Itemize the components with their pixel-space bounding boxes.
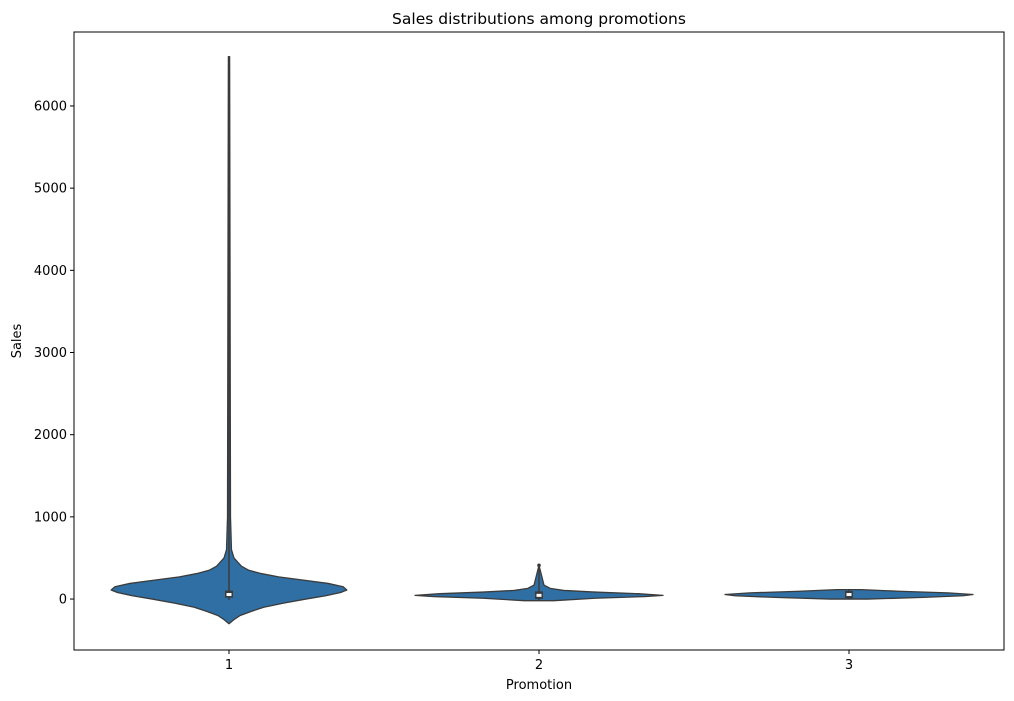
y-axis: 0 1000 2000 3000 4000 5000 6000 [34, 99, 74, 608]
violin-tip-2 [537, 563, 541, 568]
plot-area [110, 56, 974, 625]
x-axis-label: Promotion [506, 678, 572, 693]
y-axis-label: Sales [10, 323, 25, 358]
y-tick-label: 0 [59, 593, 67, 608]
y-tick-label: 3000 [34, 346, 67, 361]
y-tick-label: 2000 [34, 428, 67, 443]
x-axis: 1 2 3 [225, 650, 853, 673]
y-tick-label: 1000 [34, 510, 67, 525]
y-tick-label: 6000 [34, 99, 67, 114]
violin-median-1 [226, 593, 232, 597]
y-tick-label: 5000 [34, 182, 67, 197]
chart-title: Sales distributions among promotions [392, 10, 686, 28]
y-tick-label: 4000 [34, 264, 67, 279]
violin-median-3 [846, 593, 852, 597]
x-tick-label: 2 [535, 658, 543, 673]
axes-frame [73, 31, 1005, 651]
x-tick-label: 1 [225, 658, 233, 673]
x-tick-label: 3 [845, 658, 853, 673]
violin-median-2 [536, 593, 542, 597]
